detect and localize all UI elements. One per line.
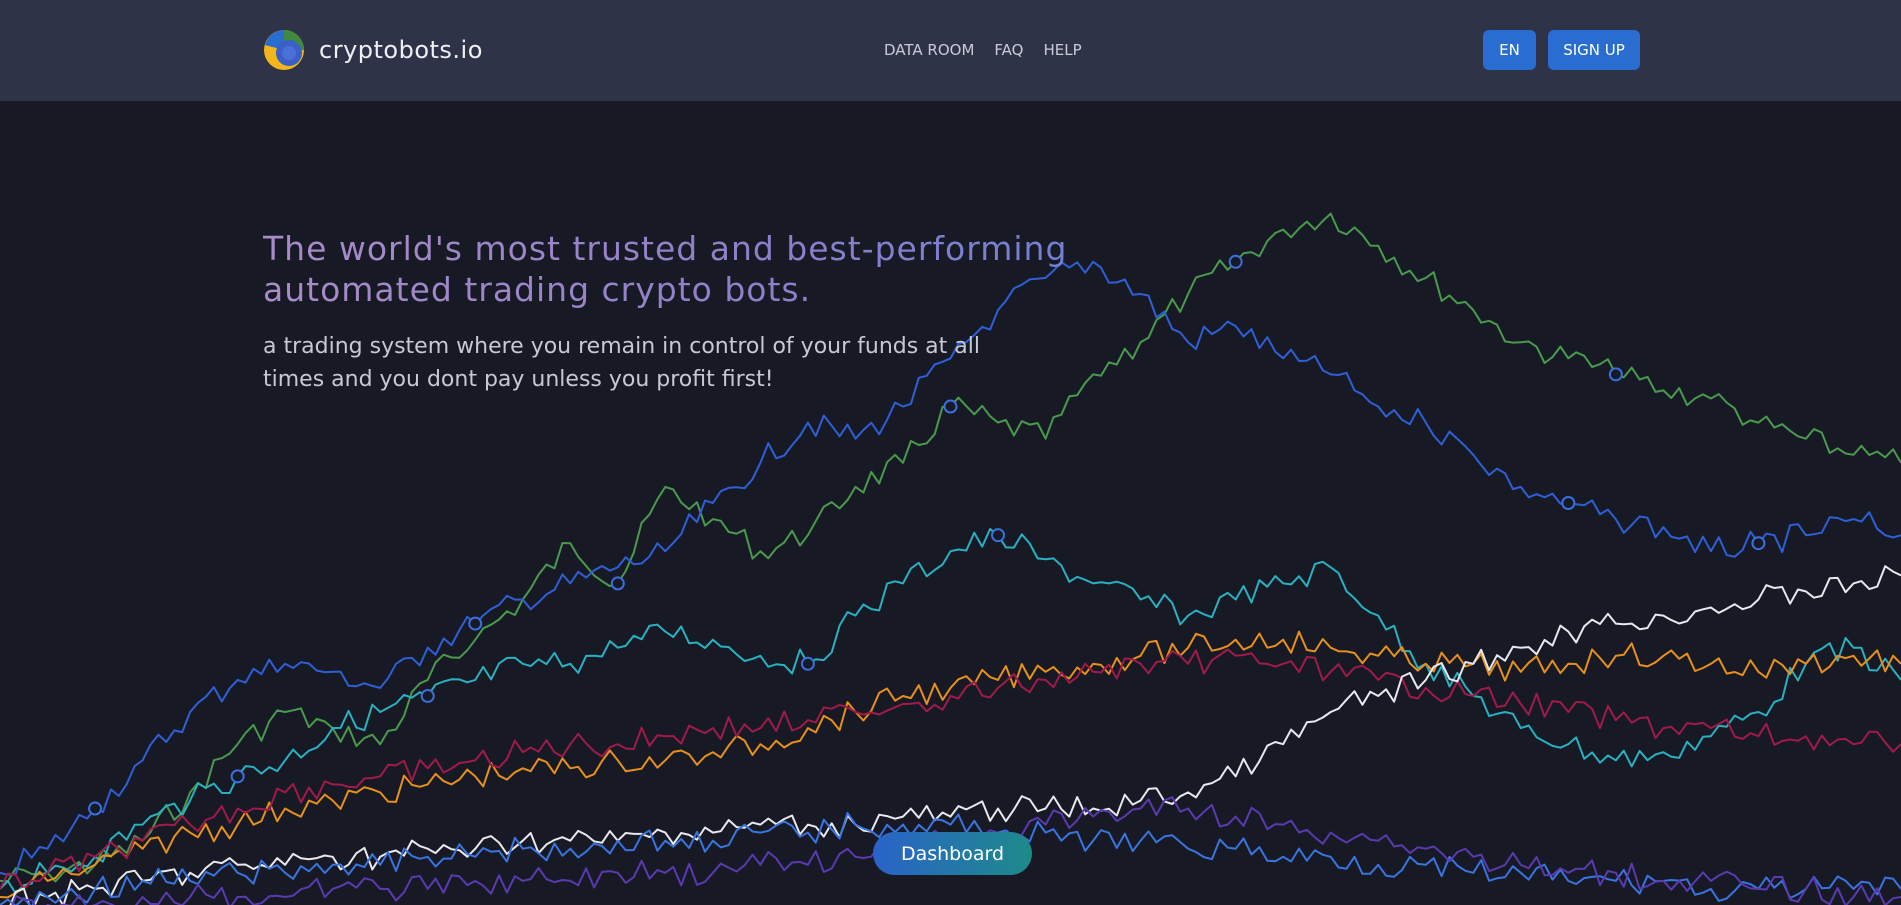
chart-marker-point [943, 399, 958, 414]
chart-series-line-5 [0, 565, 1901, 905]
chart-marker-point [1228, 254, 1243, 269]
chart-marker-point [1561, 496, 1576, 510]
chart-series-line-1 [0, 260, 1901, 876]
chart-series-line-0 [0, 212, 1901, 883]
hero-title: The world's most trusted and best-perfor… [263, 228, 1123, 310]
chart-marker-point [610, 576, 625, 591]
chart-series-line-6 [0, 811, 1901, 905]
chart-series-line-4 [0, 648, 1901, 891]
main-nav: DATA ROOM FAQ HELP [884, 41, 1082, 59]
cryptobots-logo-icon [264, 30, 304, 70]
chart-marker-point [420, 688, 435, 703]
chart-marker-point [1608, 367, 1623, 382]
nav-item-faq[interactable]: FAQ [994, 41, 1024, 59]
chart-marker-point [991, 528, 1006, 543]
nav-item-help[interactable]: HELP [1043, 41, 1082, 59]
chart-marker-point [468, 616, 483, 631]
background-trading-chart [0, 212, 1901, 905]
chart-marker-point [230, 769, 245, 784]
top-navbar: cryptobots.io DATA ROOM FAQ HELP EN SIGN… [0, 0, 1901, 101]
sign-up-button[interactable]: SIGN UP [1548, 30, 1640, 70]
brand-name: cryptobots.io [319, 36, 483, 64]
chart-series-line-2 [0, 528, 1901, 895]
chart-series-line-3 [0, 630, 1901, 899]
chart-marker-point [800, 656, 815, 671]
hero-subtitle: a trading system where you remain in con… [263, 334, 980, 392]
language-button[interactable]: EN [1483, 30, 1536, 70]
chart-marker-point [1751, 536, 1766, 551]
chart-marker-point [88, 801, 103, 816]
dashboard-button[interactable]: Dashboard [873, 832, 1032, 875]
brand-logo-link[interactable]: cryptobots.io [263, 29, 483, 71]
nav-item-data-room[interactable]: DATA ROOM [884, 41, 975, 59]
